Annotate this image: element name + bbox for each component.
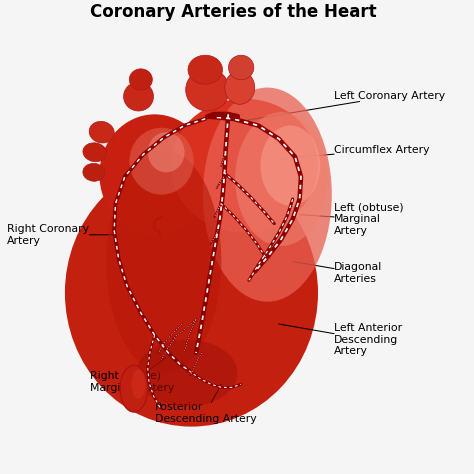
Ellipse shape — [129, 128, 194, 195]
Ellipse shape — [89, 121, 114, 143]
Ellipse shape — [261, 126, 320, 206]
Ellipse shape — [65, 159, 318, 427]
Text: Left (obtuse)
Marginal
Artery: Left (obtuse) Marginal Artery — [300, 202, 404, 236]
Ellipse shape — [203, 88, 332, 301]
Ellipse shape — [235, 112, 327, 246]
Text: Right Coronary
Artery: Right Coronary Artery — [8, 224, 116, 246]
Text: Left Coronary Artery: Left Coronary Artery — [242, 91, 445, 121]
Ellipse shape — [124, 82, 154, 111]
Ellipse shape — [83, 143, 107, 162]
Text: Diagonal
Arteries: Diagonal Arteries — [292, 262, 383, 283]
Text: Left Anterior
Descending
Artery: Left Anterior Descending Artery — [279, 323, 402, 356]
Ellipse shape — [148, 132, 184, 173]
Ellipse shape — [83, 164, 105, 181]
Text: Right (acute)
Marginal Artery: Right (acute) Marginal Artery — [90, 357, 174, 393]
Ellipse shape — [136, 339, 237, 407]
Ellipse shape — [188, 55, 222, 84]
Ellipse shape — [100, 114, 210, 235]
Ellipse shape — [132, 370, 146, 399]
Text: Circumflex Artery: Circumflex Artery — [279, 145, 429, 159]
Ellipse shape — [228, 55, 254, 80]
Ellipse shape — [186, 69, 229, 111]
Ellipse shape — [225, 71, 255, 104]
Ellipse shape — [171, 99, 318, 233]
Ellipse shape — [106, 150, 221, 373]
Ellipse shape — [129, 69, 152, 90]
Title: Coronary Arteries of the Heart: Coronary Arteries of the Heart — [90, 3, 376, 21]
Ellipse shape — [120, 365, 148, 412]
Text: Posterior
Descending Artery: Posterior Descending Artery — [155, 384, 256, 424]
